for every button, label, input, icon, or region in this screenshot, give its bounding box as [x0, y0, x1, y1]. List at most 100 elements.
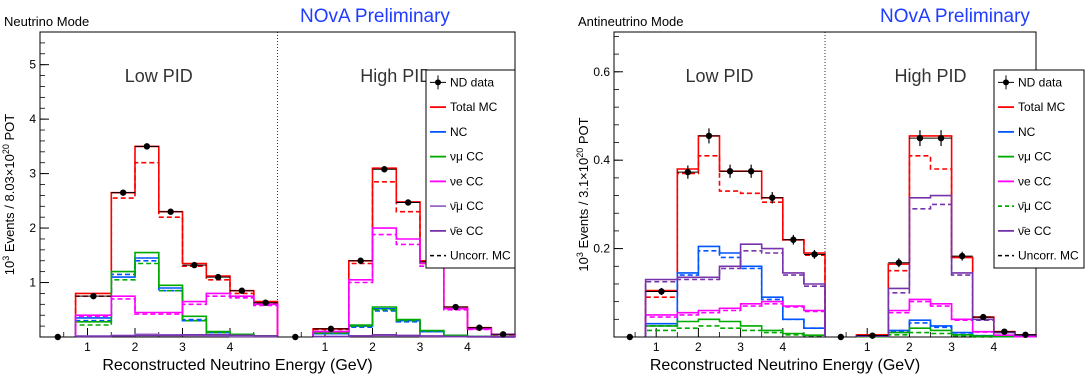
legend-label-uncorr: Uncorr. MC	[450, 249, 511, 263]
mode-label: Antineutrino Mode	[578, 14, 684, 29]
data-point	[357, 257, 364, 264]
y-tick-label: 2	[29, 221, 36, 235]
x-tick-label: 4	[990, 340, 997, 354]
region-label-low-pid: Low PID	[685, 66, 753, 86]
histogram-nc	[644, 245, 1037, 338]
x-tick-label: 3	[417, 340, 424, 354]
data-point	[214, 273, 222, 281]
data-point	[191, 261, 198, 269]
data-point	[980, 313, 987, 321]
y-axis-label-part: 20	[575, 148, 585, 158]
histogram-anue_uncorr	[644, 203, 1037, 337]
histogram-numu	[644, 318, 1016, 338]
legend-label-total: Total MC	[1018, 100, 1066, 114]
x-tick-label: 1	[84, 340, 91, 354]
region-label-low-pid: Low PID	[125, 66, 193, 86]
chart-panel-1: Neutrino Mode NOvA Preliminary Low PID High…	[1, 6, 516, 374]
y-axis-label-part: 3	[1, 256, 11, 261]
legend-data-marker	[1003, 79, 1009, 86]
x-tick-label: 4	[464, 340, 471, 354]
data-point	[626, 333, 634, 341]
x-tick-label: 3	[737, 340, 744, 354]
data-point	[747, 168, 755, 175]
data-point	[499, 331, 507, 338]
histogram-nc_uncorr	[644, 250, 1037, 338]
x-tick-label: 2	[132, 340, 139, 354]
x-axis-label: Reconstructed Neutrino Energy (GeV)	[650, 357, 920, 374]
data-point	[895, 259, 903, 266]
data-point	[658, 288, 665, 295]
chart-panel-2: Antineutrino Mode NOvA Preliminary Low PID…	[575, 6, 1085, 374]
nova-preliminary-label: NOvA Preliminary	[300, 6, 450, 27]
y-axis-label-part: Events / 3.1×10	[576, 158, 591, 252]
nova-preliminary-label: NOvA Preliminary	[880, 6, 1030, 27]
data-point	[705, 132, 713, 140]
legend: ND data Total MC NC νμ CC νe CC ν̄μ CC ν̄e CC U…	[993, 69, 1085, 269]
y-axis-label: 103 Events / 8.03×1020 POT	[1, 114, 17, 275]
y-axis-label-part: Events / 8.03×10	[2, 154, 17, 256]
data-point	[869, 332, 876, 339]
y-tick-label: 0.2	[593, 242, 610, 256]
y-axis-label-part: 20	[1, 144, 11, 154]
histogram-numu_uncorr	[74, 262, 516, 338]
legend-label-total: Total MC	[450, 100, 498, 114]
y-axis-label-part: 10	[2, 261, 17, 275]
data-point	[167, 208, 174, 215]
x-tick-label: 2	[695, 340, 702, 354]
legend-label-data: ND data	[450, 75, 494, 89]
data-point	[811, 251, 818, 258]
y-tick-label: 3	[29, 167, 36, 181]
data-point	[837, 333, 845, 341]
legend-box	[425, 69, 516, 269]
x-tick-label: 3	[179, 340, 186, 354]
y-axis-label-part: POT	[2, 114, 17, 144]
x-tick-label: 2	[369, 340, 376, 354]
legend-data-marker	[435, 79, 441, 86]
legend-label-anue: ν̄e CC	[1018, 224, 1052, 238]
legend-label-nc: NC	[1018, 125, 1036, 139]
data-point	[327, 325, 335, 333]
data-point	[684, 168, 692, 176]
region-label-high-pid: High PID	[894, 66, 966, 86]
data-point	[452, 303, 459, 311]
x-tick-label: 4	[779, 340, 786, 354]
data-point	[143, 143, 151, 150]
legend-label-anumu: ν̄μ CC	[1018, 199, 1052, 213]
histogram-total	[644, 135, 1037, 337]
mode-label: Neutrino Mode	[4, 14, 89, 29]
x-tick-label: 1	[322, 340, 329, 354]
legend-label-nc: NC	[450, 125, 468, 139]
data-point	[1001, 328, 1008, 335]
y-axis-label-part: 3	[575, 252, 585, 257]
x-tick-label: 2	[906, 340, 913, 354]
histogram-nc_uncorr	[74, 260, 516, 338]
y-tick-label: 1	[29, 276, 36, 290]
data-point	[958, 252, 966, 260]
x-tick-label: 3	[948, 340, 955, 354]
data-point	[476, 324, 483, 331]
x-tick-label: 1	[653, 340, 660, 354]
y-tick-label: 0.4	[593, 153, 610, 167]
data-point	[90, 292, 97, 300]
legend-label-anue: ν̄e CC	[450, 224, 484, 238]
data-point	[790, 236, 797, 243]
data-point	[262, 299, 269, 306]
data-point	[119, 189, 127, 196]
histogram-anue	[74, 334, 516, 338]
data-point	[292, 333, 299, 341]
legend-label-uncorr: Uncorr. MC	[1018, 249, 1079, 263]
x-tick-label: 4	[227, 340, 234, 354]
data-point	[937, 134, 945, 142]
data-point	[54, 333, 62, 341]
data-point	[404, 199, 412, 206]
legend: ND data Total MC NC νμ CC νe CC ν̄μ CC ν̄e CC U…	[425, 69, 516, 269]
data-point	[381, 166, 388, 173]
y-axis-label-part: POT	[576, 117, 591, 147]
region-label-high-pid: High PID	[360, 66, 432, 86]
legend-label-numu: νμ CC	[450, 150, 484, 164]
legend-box	[993, 69, 1085, 269]
y-axis-label-part: 10	[576, 257, 591, 271]
data-point	[916, 134, 924, 142]
